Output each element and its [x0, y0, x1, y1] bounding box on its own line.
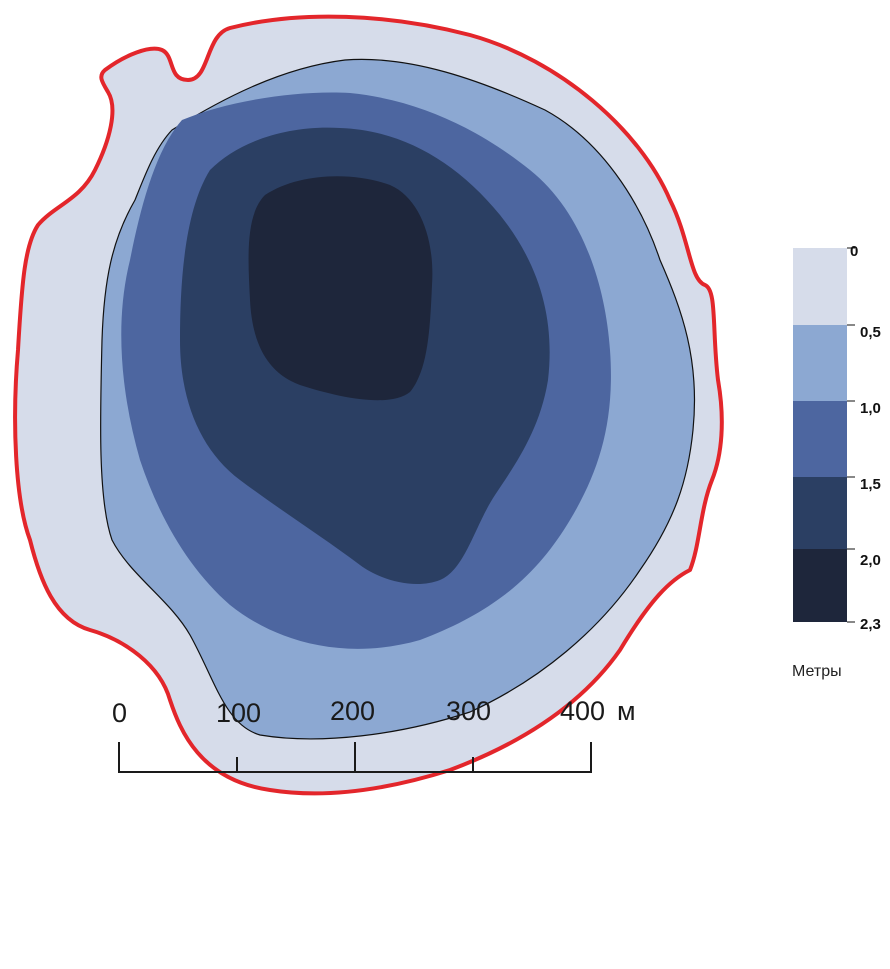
legend-swatch-0: [793, 248, 847, 325]
scale-unit-label: м: [617, 696, 636, 726]
legend-label-1-0: 1,0: [860, 400, 881, 417]
legend-swatch-1: [793, 325, 847, 401]
scale-label-200: 200: [330, 696, 375, 726]
scale-label-100: 100: [216, 698, 261, 728]
legend-label-0-5: 0,5: [860, 324, 881, 341]
legend-ticks: [847, 247, 855, 623]
scale-label-400: 400: [560, 696, 605, 726]
legend-label-0: 0: [850, 243, 858, 260]
legend-swatch-4: [793, 549, 847, 622]
legend-label-2-0: 2,0: [860, 552, 881, 569]
legend-swatch-3: [793, 477, 847, 549]
legend-unit-label: Метры: [792, 663, 842, 680]
zone-2.0-2.3: [248, 176, 433, 401]
legend-label-2-3: 2,3: [860, 616, 881, 633]
lake-bathymetry: [13, 14, 724, 796]
scale-bar: 0 100 200 300 400 м: [112, 696, 636, 773]
legend-swatch-2: [793, 401, 847, 477]
scale-label-0: 0: [112, 698, 127, 728]
legend-label-1-5: 1,5: [860, 476, 881, 493]
scale-label-300: 300: [446, 696, 491, 726]
legend-swatches: [793, 248, 847, 622]
depth-legend: 0 0,5 1,0 1,5 2,0 2,3 Метры: [792, 243, 881, 680]
